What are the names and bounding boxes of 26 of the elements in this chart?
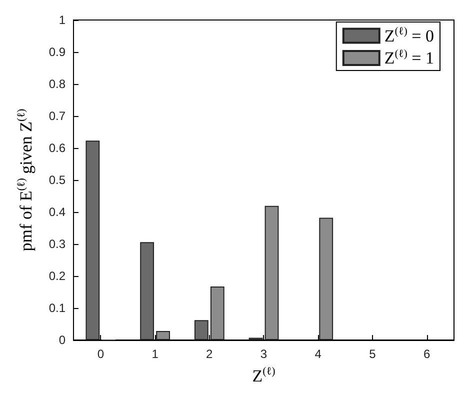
bar <box>86 140 100 340</box>
x-tick-label: 4 <box>314 347 322 361</box>
y-tick-label: 1 <box>58 13 66 27</box>
y-tick-label: 0.9 <box>48 45 66 59</box>
y-tick-label: 0.3 <box>48 237 66 251</box>
bar <box>264 206 279 340</box>
bar <box>156 331 170 340</box>
x-tick-label: 0 <box>97 347 104 361</box>
bar <box>140 242 154 340</box>
y-tick-label: 0.7 <box>48 109 66 123</box>
x-tick-label: 6 <box>423 347 430 361</box>
y-axis-title: pmf of E(ℓ) given Z(ℓ) <box>16 108 36 252</box>
y-tick-label: 0.5 <box>48 173 66 187</box>
y-tick-label: 0.2 <box>48 269 66 283</box>
x-tick-label: 5 <box>369 347 376 361</box>
y-tick-label: 0.1 <box>48 301 66 315</box>
y-tick-label: 0.4 <box>48 205 66 219</box>
bar <box>210 286 224 340</box>
bar <box>319 218 334 340</box>
bar <box>194 320 208 340</box>
y-tick-label: 0.8 <box>48 77 66 91</box>
x-tick-label: 1 <box>152 347 159 361</box>
y-tick-label: 0.6 <box>48 141 66 155</box>
x-tick-label: 2 <box>206 347 214 361</box>
x-tick-label: 3 <box>260 347 268 361</box>
y-tick-label: 0 <box>58 333 66 347</box>
